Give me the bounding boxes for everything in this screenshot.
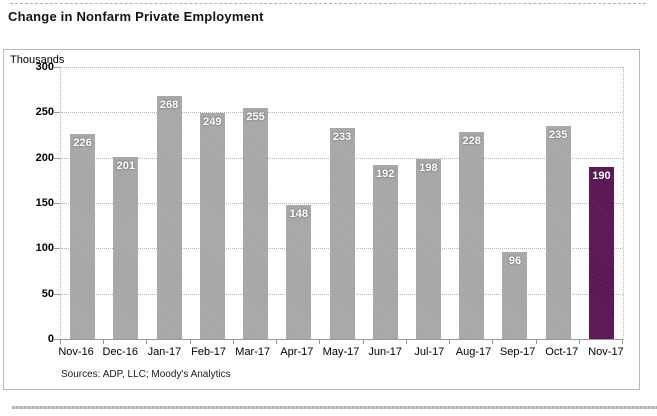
x-tick-mark <box>189 339 191 344</box>
bar-oct-17: 235 <box>545 125 571 339</box>
bar-value-label: 96 <box>508 254 522 267</box>
x-tick-label: Nov-17 <box>588 346 624 358</box>
chart-container: Thousands 0 50 100 150 200 250 300 226 201 268 24… <box>3 49 640 390</box>
y-tick-mark <box>54 248 60 250</box>
x-tick-label: Oct-17 <box>545 346 579 358</box>
x-axis-ticks <box>60 339 623 344</box>
x-tick-label: Sep-17 <box>499 346 536 358</box>
y-axis-unit-label: Thousands <box>10 54 65 66</box>
bottom-horizontal-rule <box>12 406 657 409</box>
bar-value-label: 198 <box>419 162 438 175</box>
x-tick-label: Jan-17 <box>147 346 182 358</box>
bar-slot: 190 <box>580 67 623 339</box>
x-tick-label: Mar-17 <box>235 346 271 358</box>
bar-value-label: 235 <box>549 128 568 141</box>
bar-mar-17: 255 <box>243 107 269 339</box>
bar-slot: 198 <box>407 67 450 339</box>
x-tick-mark <box>232 339 234 344</box>
x-tick-mark <box>578 339 580 344</box>
x-tick-label: May-17 <box>322 346 360 358</box>
bar-may-17: 233 <box>329 127 355 339</box>
y-axis-ticks <box>54 67 60 343</box>
gridline <box>61 67 623 68</box>
x-tick-mark <box>449 339 451 344</box>
x-tick-mark <box>60 339 61 344</box>
y-tick-label: 150 <box>35 197 54 209</box>
y-tick-label: 50 <box>41 287 54 300</box>
y-tick-mark <box>54 293 60 295</box>
bar-slot: 249 <box>191 67 234 339</box>
x-tick-label: Dec-16 <box>102 346 138 358</box>
bar-slot: 148 <box>277 67 320 339</box>
bar-value-label: 228 <box>462 135 481 148</box>
x-tick-mark <box>492 339 494 344</box>
bar-slot: 201 <box>104 67 147 339</box>
bar-slot: 226 <box>61 67 104 339</box>
x-tick-mark <box>146 339 148 344</box>
bar-slot: 96 <box>493 67 536 339</box>
y-tick-mark <box>54 112 60 114</box>
x-tick-label: Apr-17 <box>280 346 314 358</box>
x-tick-label: Jun-17 <box>368 346 402 358</box>
x-tick-mark <box>103 339 105 344</box>
bar-sep-17: 96 <box>502 251 528 339</box>
x-axis-tick-labels: Nov-16 Dec-16 Jan-17 Feb-17 Mar-17 Apr-17 May-… <box>54 346 628 358</box>
x-tick-mark <box>362 339 364 344</box>
x-tick-mark <box>276 339 278 344</box>
bar-feb-17: 249 <box>199 113 225 339</box>
x-tick-mark <box>622 339 623 344</box>
bar-value-label: 255 <box>246 110 265 123</box>
y-tick-label: 100 <box>35 242 54 255</box>
bar-slot: 235 <box>537 67 580 339</box>
bar-nov-16: 226 <box>70 134 96 339</box>
x-tick-mark <box>535 339 537 344</box>
y-tick-mark <box>54 339 60 340</box>
x-tick-label: Nov-16 <box>58 346 94 358</box>
page-title: Change in Nonfarm Private Employment <box>8 9 264 24</box>
bar-value-label: 249 <box>203 116 222 129</box>
y-tick-mark <box>54 157 60 159</box>
y-tick-mark <box>54 67 60 68</box>
x-tick-label: Aug-17 <box>455 346 492 358</box>
y-tick-label: 0 <box>47 333 54 345</box>
x-tick-label: Feb-17 <box>191 346 226 358</box>
bar-apr-17: 148 <box>286 204 312 339</box>
plot-area: 226 201 268 249 255 148 233 192 198 228 96 235 190 <box>60 67 624 340</box>
x-tick-label: Jul-17 <box>414 346 445 358</box>
bar-aug-17: 228 <box>459 132 485 339</box>
x-tick-mark <box>405 339 407 344</box>
bar-jun-17: 192 <box>372 164 398 339</box>
bar-value-label: 190 <box>592 169 611 182</box>
bar-nov-17: 190 <box>588 166 614 339</box>
bar-series: 226 201 268 249 255 148 233 192 198 228 96 235 190 <box>61 67 623 339</box>
y-axis-tick-labels: 0 50 100 150 200 250 300 <box>8 61 54 345</box>
y-tick-mark <box>54 203 60 204</box>
bar-slot: 268 <box>147 67 190 339</box>
bar-value-label: 148 <box>289 207 308 220</box>
bar-value-label: 192 <box>376 167 395 180</box>
top-horizontal-rule <box>10 3 646 4</box>
bar-slot: 228 <box>450 67 493 339</box>
bar-value-label: 201 <box>116 159 136 172</box>
bar-value-label: 233 <box>332 130 352 143</box>
bar-jan-17: 268 <box>156 96 182 339</box>
bar-slot: 255 <box>234 67 277 339</box>
gridline <box>61 112 623 114</box>
bar-dec-16: 201 <box>113 156 139 339</box>
y-tick-label: 300 <box>35 61 54 73</box>
source-note: Sources: ADP, LLC; Moody's Analytics <box>61 369 231 380</box>
bar-jul-17: 198 <box>415 159 441 339</box>
bar-slot: 233 <box>320 67 363 339</box>
bar-value-label: 268 <box>159 99 179 112</box>
y-tick-label: 200 <box>35 151 54 164</box>
y-tick-label: 250 <box>35 106 54 119</box>
x-tick-mark <box>319 339 321 344</box>
bar-slot: 192 <box>364 67 407 339</box>
bar-value-label: 226 <box>73 137 92 150</box>
